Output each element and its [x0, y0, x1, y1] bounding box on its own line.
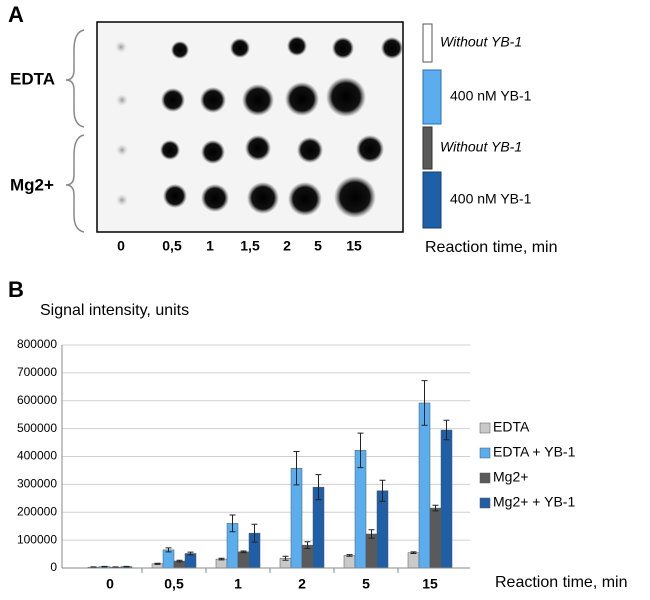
y-axis-label: Signal intensity, units — [40, 302, 189, 319]
y-tick-label: 800000 — [17, 337, 57, 351]
legend-label: EDTA — [493, 419, 530, 435]
group-label: Mg2+ — [10, 175, 54, 194]
error-bar — [315, 474, 322, 501]
error-bar — [101, 565, 108, 568]
x-tick-label: 0,5 — [164, 576, 184, 592]
error-bar — [282, 555, 289, 561]
group-label: EDTA — [10, 69, 55, 88]
y-tick-label: 500000 — [17, 421, 57, 435]
bracket — [65, 134, 85, 233]
error-bar — [410, 551, 417, 555]
y-tick-label: 0 — [50, 560, 57, 574]
legend-label: EDTA + YB-1 — [493, 444, 576, 460]
error-bar — [421, 380, 428, 426]
lane-label: 2 — [283, 238, 291, 254]
error-bar — [443, 419, 450, 441]
row-label: 400 nM YB-1 — [450, 88, 532, 104]
legend-label: Mg2+ — [493, 469, 528, 485]
error-bar — [176, 559, 183, 563]
error-bar — [154, 562, 161, 565]
row-key — [422, 23, 433, 63]
legend-swatch — [479, 422, 491, 434]
x-axis-label: Reaction time, min — [495, 574, 628, 591]
panel-label: A — [8, 2, 24, 27]
bar — [162, 549, 175, 569]
x-axis-label: Reaction time, min — [425, 239, 558, 256]
lane-label: 1,5 — [240, 238, 260, 254]
x-tick-label: 1 — [234, 576, 242, 592]
lane-label: 1 — [206, 238, 214, 254]
bar — [343, 555, 356, 569]
error-bar — [240, 550, 247, 554]
y-tick-label: 100000 — [17, 532, 57, 546]
row-key — [422, 126, 433, 170]
blot-dots — [115, 36, 403, 218]
error-bar — [187, 551, 194, 556]
error-bar — [357, 432, 364, 469]
panel-label: B — [8, 277, 24, 302]
bracket — [65, 29, 85, 128]
bar — [440, 429, 453, 569]
error-bar — [346, 554, 353, 557]
error-bar — [112, 566, 119, 568]
error-bar — [432, 504, 439, 512]
error-bar — [218, 557, 225, 561]
x-tick-label: 5 — [362, 576, 370, 592]
error-bar — [229, 514, 236, 533]
y-tick-label: 700000 — [17, 365, 57, 379]
legend-swatch — [479, 447, 491, 459]
row-label: Without YB-1 — [440, 139, 522, 155]
bar — [407, 552, 420, 569]
bar — [215, 558, 228, 569]
legend-label: Mg2+ + YB-1 — [493, 494, 575, 510]
row-key — [422, 171, 442, 229]
error-bar — [293, 450, 300, 486]
row-label: Without YB-1 — [440, 34, 522, 50]
error-bar — [123, 565, 130, 568]
lane-label: 0,5 — [162, 238, 182, 254]
y-tick-label: 300000 — [17, 477, 57, 491]
error-bar — [165, 547, 172, 553]
bar — [184, 553, 197, 569]
row-key — [422, 69, 442, 125]
lane-label: 15 — [346, 238, 362, 254]
y-tick-label: 400000 — [17, 449, 57, 463]
bar — [237, 551, 250, 569]
x-tick-label: 0 — [106, 576, 114, 592]
error-bar — [90, 566, 97, 568]
legend-swatch — [479, 472, 491, 484]
lane-label: 0 — [117, 238, 125, 254]
bar — [418, 402, 431, 569]
error-bar — [304, 541, 311, 549]
row-label: 400 nM YB-1 — [450, 191, 532, 207]
error-bar — [368, 529, 375, 539]
y-tick-label: 600000 — [17, 393, 57, 407]
bar — [376, 490, 389, 569]
lane-label: 5 — [314, 238, 322, 254]
error-bar — [251, 523, 258, 543]
y-tick-label: 200000 — [17, 504, 57, 518]
error-bar — [379, 479, 386, 502]
legend-swatch — [479, 497, 491, 509]
x-tick-label: 2 — [298, 576, 306, 592]
bar — [365, 533, 378, 569]
bar — [429, 507, 442, 569]
x-tick-label: 15 — [422, 576, 438, 592]
